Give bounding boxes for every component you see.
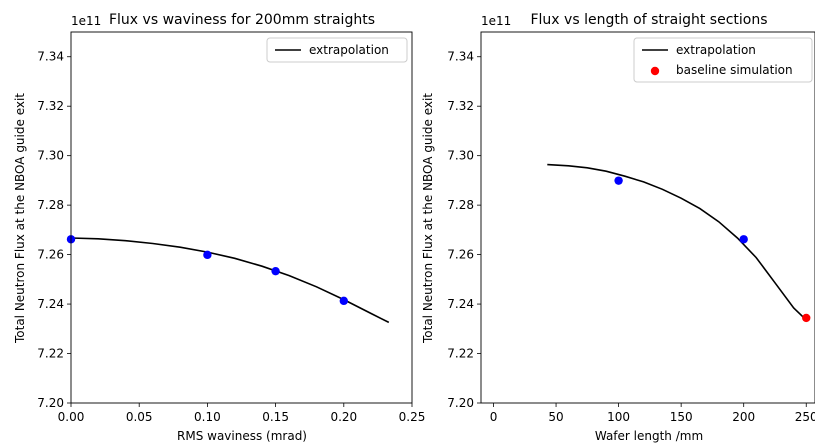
- y-tick-label: 7.30: [447, 149, 474, 163]
- data-point: [271, 266, 280, 276]
- legend-box: [633, 37, 813, 83]
- x-tick-label: 0.05: [126, 410, 153, 424]
- y-axis-label: Total Neutron Flux at the NBOA guide exi…: [13, 93, 27, 344]
- chart-waviness: 1e11 Flux vs waviness for 200mm straight…: [13, 12, 425, 443]
- chart-title: Flux vs waviness for 200mm straights: [109, 12, 375, 28]
- x-tick-label: 0: [490, 410, 498, 424]
- y-tick-label: 7.26: [447, 248, 474, 262]
- y-tick-label: 7.34: [37, 50, 64, 64]
- y-tick-label: 7.20: [37, 396, 64, 410]
- y-offset-label: 1e11: [71, 14, 101, 28]
- x-tick-label: 50: [548, 410, 563, 424]
- y-tick-label: 7.32: [37, 99, 64, 113]
- axes-frame: [70, 31, 413, 404]
- y-tick-label: 7.34: [447, 50, 474, 64]
- legend-entry: baseline simulation: [676, 63, 793, 77]
- legend-marker-swatch: [650, 66, 660, 76]
- y-tick-label: 7.28: [447, 198, 474, 212]
- legend: extrapolation baseline simulation: [633, 37, 813, 83]
- legend-entry: extrapolation: [309, 43, 389, 57]
- baseline-point: [802, 313, 811, 323]
- x-axis-label: Wafer length /mm: [595, 429, 703, 443]
- plot-area: 0 50 100 150 200 250 7.20 7.22 7.24 7.26 7.28 7.30 7…: [447, 31, 815, 424]
- x-tick-label: 0.15: [262, 410, 289, 424]
- legend-box: [266, 37, 408, 63]
- x-tick-label: 0.10: [194, 410, 221, 424]
- x-tick-label: 0.20: [330, 410, 357, 424]
- legend: extrapolation: [266, 37, 408, 63]
- data-point: [339, 296, 348, 306]
- data-point: [614, 176, 623, 185]
- x-tick-label: 150: [670, 410, 693, 424]
- y-tick-label: 7.20: [447, 396, 474, 410]
- y-tick-label: 7.22: [37, 347, 64, 361]
- y-tick-label: 7.24: [37, 297, 64, 311]
- x-tick-label: 100: [607, 410, 630, 424]
- x-tick-label: 0.00: [58, 410, 85, 424]
- chart-length: 1e11 Flux vs length of straight sections…: [421, 12, 815, 443]
- plot-area: 0.00 0.05 0.10 0.15 0.20 0.25 7.20 7.22 7.24 7.26…: [37, 31, 426, 424]
- axes-frame: [480, 31, 815, 404]
- y-tick-label: 7.28: [37, 198, 64, 212]
- x-tick-label: 250: [795, 410, 815, 424]
- y-tick-label: 7.26: [37, 248, 64, 262]
- data-point: [739, 235, 748, 244]
- y-tick-label: 7.22: [447, 347, 474, 361]
- y-offset-label: 1e11: [481, 14, 511, 28]
- x-tick-label: 200: [732, 410, 755, 424]
- x-axis-label: RMS waviness (mrad): [177, 429, 307, 443]
- y-tick-label: 7.24: [447, 297, 474, 311]
- series-line-extrapolation: [547, 163, 807, 321]
- y-axis-label: Total Neutron Flux at the NBOA guide exi…: [421, 93, 435, 344]
- legend-entry: extrapolation: [676, 43, 756, 57]
- chart-title: Flux vs length of straight sections: [530, 12, 767, 28]
- y-tick-label: 7.30: [37, 149, 64, 163]
- data-point: [203, 250, 212, 260]
- x-tick-label: 0.25: [399, 410, 426, 424]
- y-tick-label: 7.32: [447, 99, 474, 113]
